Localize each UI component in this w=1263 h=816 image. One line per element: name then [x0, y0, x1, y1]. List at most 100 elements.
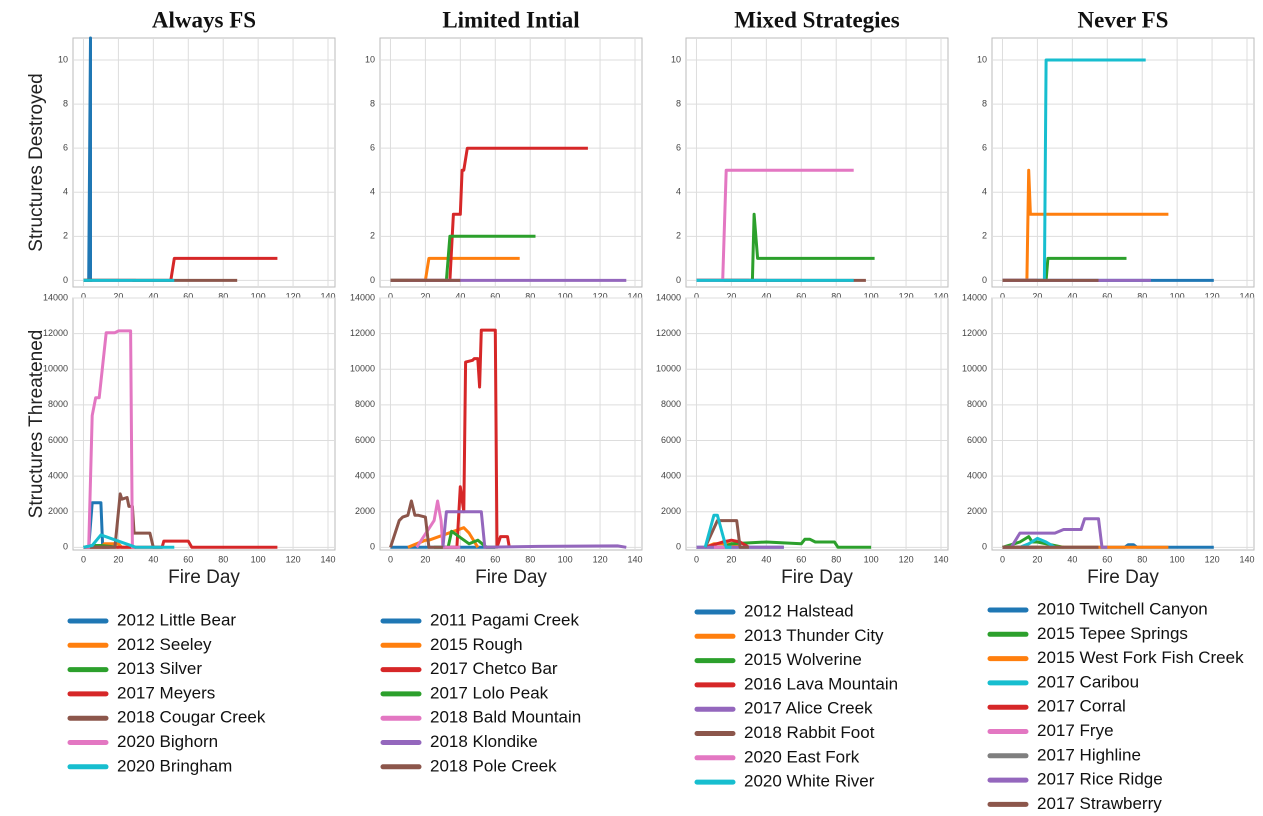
- y-tick-label: 0: [370, 275, 375, 285]
- y-tick-label: 8: [63, 98, 68, 108]
- x-tick-label: 140: [1239, 554, 1254, 564]
- y-tick-label: 8: [982, 98, 987, 108]
- series-line: [83, 533, 175, 549]
- y-tick-label: 10: [671, 54, 681, 64]
- y-tick-label: 6: [370, 143, 375, 153]
- x-tick-label: 120: [593, 291, 608, 301]
- x-tick-label: 140: [933, 554, 948, 564]
- x-tick-label: 140: [320, 291, 335, 301]
- y-axis-label: Structures Destroyed: [26, 73, 47, 251]
- x-tick-label: 120: [899, 554, 914, 564]
- y-tick-label: 8000: [967, 399, 987, 409]
- legend-label: 2020 Bringham: [117, 756, 232, 775]
- x-tick-label: 20: [113, 291, 123, 301]
- plot-area: [379, 297, 643, 551]
- y-tick-label: 10: [365, 54, 375, 64]
- x-tick-label: 80: [831, 291, 841, 301]
- plot-area: [72, 37, 336, 288]
- x-tick-label: 100: [558, 554, 573, 564]
- y-tick-label: 0: [982, 275, 987, 285]
- x-tick-label: 80: [1137, 554, 1147, 564]
- legend-label: 2017 Alice Creek: [744, 699, 873, 718]
- legend-label: 2020 White River: [744, 772, 875, 791]
- series-line: [415, 499, 461, 549]
- series-line: [83, 329, 136, 549]
- y-tick-label: 4: [63, 187, 68, 197]
- x-tick-label: 20: [1032, 291, 1042, 301]
- y-tick-label: 4: [370, 187, 375, 197]
- x-tick-label: 80: [525, 554, 535, 564]
- y-tick-label: 6: [63, 143, 68, 153]
- x-tick-label: 40: [761, 554, 771, 564]
- legend-label: 2018 Pole Creek: [430, 756, 557, 775]
- y-tick-label: 8: [676, 98, 681, 108]
- legend-label: 2017 Meyers: [117, 683, 215, 702]
- x-tick-label: 100: [864, 554, 879, 564]
- y-tick-label: 6: [676, 143, 681, 153]
- x-tick-label: 20: [113, 554, 123, 564]
- y-tick-label: 12000: [656, 328, 681, 338]
- y-tick-label: 10: [977, 54, 987, 64]
- x-tick-label: 20: [420, 291, 430, 301]
- legend-label: 2013 Thunder City: [744, 626, 884, 645]
- x-tick-label: 0: [388, 554, 393, 564]
- series-line: [703, 519, 749, 549]
- y-tick-label: 10000: [43, 364, 68, 374]
- plot-area: [379, 37, 643, 288]
- legend-label: 2020 Bighorn: [117, 732, 218, 751]
- legend-label: 2015 Tepee Springs: [1037, 624, 1188, 643]
- x-tick-label: 60: [490, 554, 500, 564]
- series-line: [442, 328, 511, 549]
- x-tick-label: 100: [558, 291, 573, 301]
- panel-title: Limited Intial: [442, 7, 579, 32]
- x-tick-label: 40: [455, 291, 465, 301]
- x-tick-label: 140: [933, 291, 948, 301]
- legend-label: 2015 Rough: [430, 635, 523, 654]
- y-tick-label: 2: [370, 231, 375, 241]
- y-tick-label: 0: [676, 542, 681, 552]
- legend-label: 2017 Caribou: [1037, 672, 1139, 691]
- y-axis-label: Structures Threatened: [26, 330, 47, 519]
- y-tick-label: 0: [676, 275, 681, 285]
- x-tick-label: 100: [1170, 291, 1185, 301]
- legend-label: 2010 Twitchell Canyon: [1037, 599, 1208, 618]
- plot-area: [991, 37, 1255, 288]
- y-tick-label: 14000: [43, 292, 68, 302]
- y-tick-label: 10000: [350, 364, 375, 374]
- x-tick-label: 40: [148, 554, 158, 564]
- x-tick-label: 20: [726, 554, 736, 564]
- series-line: [390, 146, 588, 282]
- y-tick-label: 0: [63, 542, 68, 552]
- y-tick-label: 10000: [656, 364, 681, 374]
- x-tick-label: 60: [1102, 291, 1112, 301]
- series-line: [1009, 517, 1108, 549]
- x-tick-label: 60: [796, 554, 806, 564]
- legend-label: 2012 Little Bear: [117, 610, 236, 629]
- plot-area: [72, 297, 336, 551]
- series-line: [407, 526, 480, 549]
- panel-title: Always FS: [152, 7, 256, 32]
- x-tick-label: 40: [1067, 554, 1077, 564]
- y-tick-label: 8000: [355, 399, 375, 409]
- legend-label: 2017 Chetco Bar: [430, 659, 558, 678]
- y-tick-label: 4000: [355, 470, 375, 480]
- x-axis-label: Fire Day: [475, 567, 547, 588]
- y-tick-label: 14000: [350, 292, 375, 302]
- x-tick-label: 0: [81, 554, 86, 564]
- x-tick-label: 80: [831, 554, 841, 564]
- y-tick-label: 12000: [962, 328, 987, 338]
- legend-label: 2013 Silver: [117, 659, 202, 678]
- legend-label: 2017 Highline: [1037, 745, 1141, 764]
- y-tick-label: 0: [370, 542, 375, 552]
- x-tick-label: 100: [251, 291, 266, 301]
- y-tick-label: 0: [982, 542, 987, 552]
- x-tick-label: 20: [420, 554, 430, 564]
- x-tick-label: 120: [286, 554, 301, 564]
- y-tick-label: 4: [676, 187, 681, 197]
- x-tick-label: 40: [761, 291, 771, 301]
- x-tick-label: 0: [388, 291, 393, 301]
- x-tick-label: 20: [1032, 554, 1042, 564]
- series-line: [1019, 536, 1056, 549]
- legend-label: 2017 Strawberry: [1037, 794, 1162, 813]
